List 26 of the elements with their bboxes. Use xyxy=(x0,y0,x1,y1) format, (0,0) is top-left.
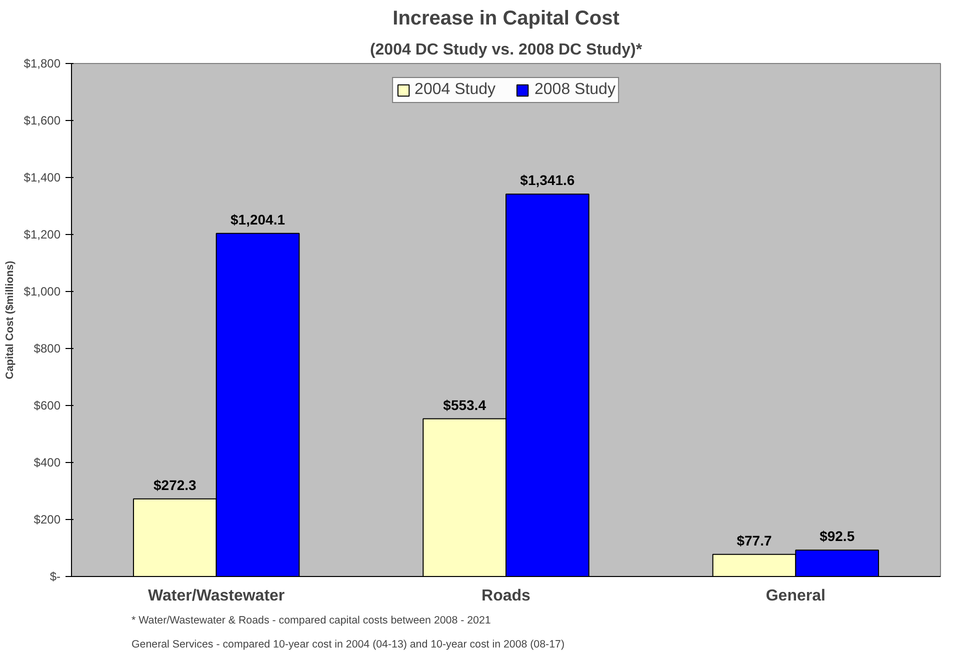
data-label: $272.3 xyxy=(154,476,197,493)
x-tick-label: Water/Wastewater xyxy=(148,588,285,604)
y-tick-label: $800 xyxy=(34,342,61,356)
chart-title: Increase in Capital Cost xyxy=(392,8,620,30)
data-label: $1,341.6 xyxy=(520,172,575,188)
data-label: $1,204.1 xyxy=(230,211,286,228)
legend-label: 2004 Study xyxy=(414,81,496,99)
y-tick-label: $1,800 xyxy=(24,56,61,70)
y-axis-title: Capital Cost ($millions) xyxy=(4,260,16,380)
legend-label: 2008 Study xyxy=(534,81,616,99)
y-tick-label: $400 xyxy=(34,456,61,470)
y-tick-label: $1,000 xyxy=(24,284,61,298)
x-tick-label: General xyxy=(766,588,826,604)
y-tick-label: $1,200 xyxy=(24,228,61,242)
y-tick-label: $600 xyxy=(34,398,61,412)
y-tick-label: $1,400 xyxy=(24,170,61,184)
y-tick-label: $200 xyxy=(34,512,61,526)
data-label: $92.5 xyxy=(820,528,855,544)
data-label: $553.4 xyxy=(443,396,486,413)
x-tick-label: Roads xyxy=(482,588,531,604)
data-label: $77.7 xyxy=(736,532,772,548)
text: General Services - compared 10-year cost in 2004 (04-13) and 10-year cost in 2008 (08-17) xyxy=(132,638,564,650)
chart-subtitle: (2004 DC Study vs. 2008 DC Study)* xyxy=(370,42,643,58)
y-tick-label: $1,600 xyxy=(24,114,61,128)
text: * Water/Wastewater & Roads - compared capital costs between 2008 - 2021 xyxy=(132,614,491,626)
y-tick-label: $- xyxy=(50,570,61,584)
